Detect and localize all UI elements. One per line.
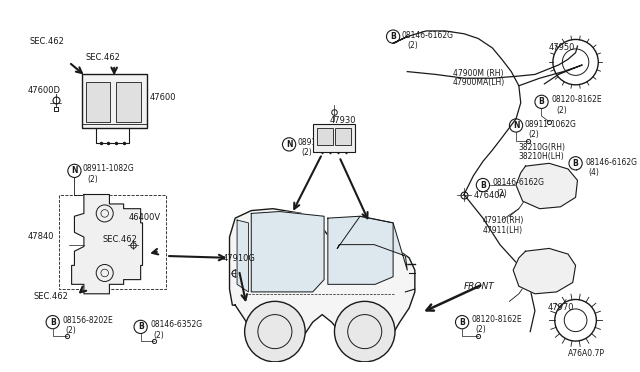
- FancyBboxPatch shape: [116, 82, 141, 122]
- Text: B: B: [390, 32, 396, 41]
- Text: SEC.462: SEC.462: [29, 36, 64, 46]
- Text: 08146-6162G: 08146-6162G: [402, 31, 454, 40]
- FancyBboxPatch shape: [317, 128, 333, 145]
- Text: 08911-1082G: 08911-1082G: [82, 164, 134, 173]
- Text: (2): (2): [557, 106, 568, 115]
- Text: 08146-6162G: 08146-6162G: [492, 179, 545, 187]
- Text: (2): (2): [476, 325, 486, 334]
- Text: B: B: [138, 323, 143, 331]
- FancyBboxPatch shape: [86, 82, 110, 122]
- Text: B: B: [480, 180, 486, 190]
- Text: (2): (2): [407, 41, 418, 50]
- Text: (2): (2): [528, 130, 539, 139]
- Text: 38210G(RH): 38210G(RH): [519, 142, 566, 151]
- Circle shape: [335, 301, 395, 362]
- Text: (2): (2): [88, 174, 99, 184]
- Text: (2): (2): [65, 326, 76, 335]
- Text: 08146-6162G: 08146-6162G: [585, 158, 637, 167]
- FancyBboxPatch shape: [82, 74, 147, 128]
- Text: 47600: 47600: [149, 93, 175, 102]
- Text: 08146-6352G: 08146-6352G: [150, 320, 202, 329]
- Polygon shape: [252, 212, 324, 292]
- Text: 47911(LH): 47911(LH): [483, 226, 523, 235]
- Polygon shape: [328, 216, 393, 284]
- Text: B: B: [460, 318, 465, 327]
- Text: FRONT: FRONT: [464, 282, 495, 291]
- FancyBboxPatch shape: [313, 124, 355, 152]
- Text: B: B: [50, 318, 56, 327]
- Text: 47900M (RH): 47900M (RH): [452, 69, 503, 78]
- Text: 38210H(LH): 38210H(LH): [519, 152, 564, 161]
- Polygon shape: [237, 220, 248, 292]
- Text: 47930: 47930: [330, 116, 356, 125]
- Text: 47950: 47950: [549, 43, 575, 52]
- Text: 08120-8162E: 08120-8162E: [472, 315, 522, 324]
- Text: 08156-8202E: 08156-8202E: [62, 315, 113, 324]
- Text: 47900MA(LH): 47900MA(LH): [452, 78, 505, 87]
- Polygon shape: [516, 163, 577, 209]
- Text: 47910(RH): 47910(RH): [483, 216, 524, 225]
- Text: 47840: 47840: [27, 232, 54, 241]
- Text: 47970: 47970: [547, 303, 573, 312]
- Polygon shape: [230, 209, 415, 341]
- Text: 08911-1062G: 08911-1062G: [525, 120, 577, 129]
- Text: (4): (4): [589, 168, 600, 177]
- Text: (2): (2): [301, 148, 312, 157]
- Text: (2): (2): [154, 331, 164, 340]
- Text: 46400V: 46400V: [129, 214, 161, 222]
- Text: A76A0.7P: A76A0.7P: [568, 349, 605, 357]
- Text: SEC.462: SEC.462: [34, 292, 68, 301]
- Text: 08120-8162E: 08120-8162E: [551, 95, 602, 104]
- Text: N: N: [71, 166, 77, 175]
- FancyBboxPatch shape: [335, 128, 351, 145]
- Text: N: N: [286, 140, 292, 149]
- Text: 47910G: 47910G: [223, 254, 256, 263]
- Text: 47600D: 47600D: [27, 86, 60, 95]
- Text: 47640A: 47640A: [474, 191, 506, 200]
- Polygon shape: [513, 248, 575, 294]
- Text: N: N: [513, 121, 519, 130]
- Text: B: B: [573, 159, 579, 168]
- Text: (2): (2): [496, 189, 507, 198]
- Polygon shape: [337, 216, 407, 270]
- Text: B: B: [539, 97, 545, 106]
- Circle shape: [244, 301, 305, 362]
- Text: SEC.462: SEC.462: [103, 235, 138, 244]
- Polygon shape: [72, 195, 143, 294]
- Text: SEC.462: SEC.462: [86, 53, 121, 62]
- Text: 08911-1062G: 08911-1062G: [298, 138, 349, 147]
